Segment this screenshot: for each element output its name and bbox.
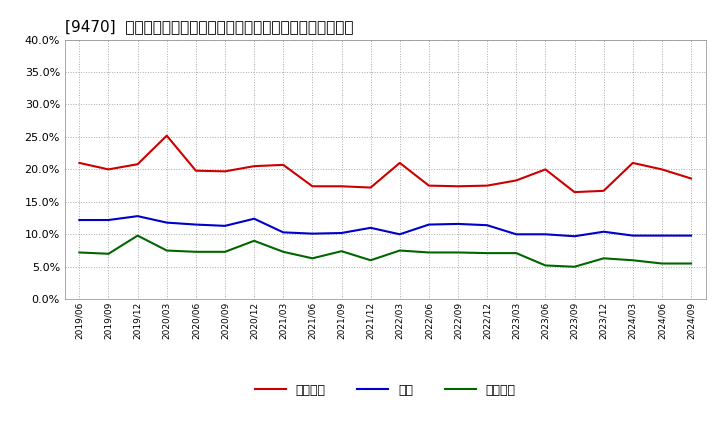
- 売上債権: [163, 133, 171, 138]
- 買入債務: [541, 263, 550, 268]
- 在庫: [483, 223, 492, 228]
- 売上債権: [599, 188, 608, 194]
- 売上債権: [395, 160, 404, 165]
- 買入債務: [337, 249, 346, 254]
- 買入債務: [220, 249, 229, 254]
- 売上債権: [541, 167, 550, 172]
- 買入債務: [599, 256, 608, 261]
- 在庫: [454, 221, 462, 227]
- Line: 売上債権: 売上債権: [79, 136, 691, 192]
- 在庫: [250, 216, 258, 221]
- 在庫: [104, 217, 113, 223]
- 買入債務: [163, 248, 171, 253]
- 在庫: [337, 231, 346, 236]
- 売上債権: [75, 160, 84, 165]
- 売上債権: [308, 183, 317, 189]
- 在庫: [599, 229, 608, 235]
- 買入債務: [454, 250, 462, 255]
- 買入債務: [512, 250, 521, 256]
- 在庫: [366, 225, 375, 231]
- 買入債務: [629, 258, 637, 263]
- 売上債権: [483, 183, 492, 188]
- 在庫: [395, 231, 404, 237]
- Line: 買入債務: 買入債務: [79, 235, 691, 267]
- 売上債権: [687, 176, 696, 181]
- 在庫: [541, 231, 550, 237]
- 在庫: [425, 222, 433, 227]
- 買入債務: [657, 261, 666, 266]
- 買入債務: [308, 256, 317, 261]
- 売上債権: [425, 183, 433, 188]
- 在庫: [512, 231, 521, 237]
- 売上債権: [629, 160, 637, 165]
- 在庫: [192, 222, 200, 227]
- 在庫: [279, 230, 287, 235]
- 買入債務: [192, 249, 200, 254]
- Legend: 売上債権, 在庫, 買入債務: 売上債権, 在庫, 買入債務: [250, 379, 521, 402]
- 在庫: [687, 233, 696, 238]
- 在庫: [657, 233, 666, 238]
- 買入債務: [366, 258, 375, 263]
- 在庫: [570, 234, 579, 239]
- 在庫: [133, 213, 142, 219]
- 売上債権: [192, 168, 200, 173]
- 買入債務: [250, 238, 258, 243]
- 売上債権: [512, 178, 521, 183]
- Text: [9470]  売上債権、在庫、買入債務の総資産に対する比率の推移: [9470] 売上債権、在庫、買入債務の総資産に対する比率の推移: [65, 19, 354, 34]
- 買入債務: [133, 233, 142, 238]
- 買入債務: [425, 250, 433, 255]
- 売上債権: [366, 185, 375, 190]
- 買入債務: [104, 251, 113, 257]
- 買入債務: [687, 261, 696, 266]
- 売上債権: [337, 183, 346, 189]
- 売上債権: [133, 161, 142, 167]
- 買入債務: [279, 249, 287, 254]
- 在庫: [629, 233, 637, 238]
- 買入債務: [75, 250, 84, 255]
- 売上債権: [250, 164, 258, 169]
- 売上債権: [104, 167, 113, 172]
- 売上債権: [657, 167, 666, 172]
- 買入債務: [395, 248, 404, 253]
- Line: 在庫: 在庫: [79, 216, 691, 236]
- 売上債権: [454, 183, 462, 189]
- 買入債務: [483, 250, 492, 256]
- 在庫: [75, 217, 84, 223]
- 在庫: [308, 231, 317, 236]
- 買入債務: [570, 264, 579, 269]
- 在庫: [220, 223, 229, 228]
- 在庫: [163, 220, 171, 225]
- 売上債権: [570, 190, 579, 195]
- 売上債権: [220, 169, 229, 174]
- 売上債権: [279, 162, 287, 168]
